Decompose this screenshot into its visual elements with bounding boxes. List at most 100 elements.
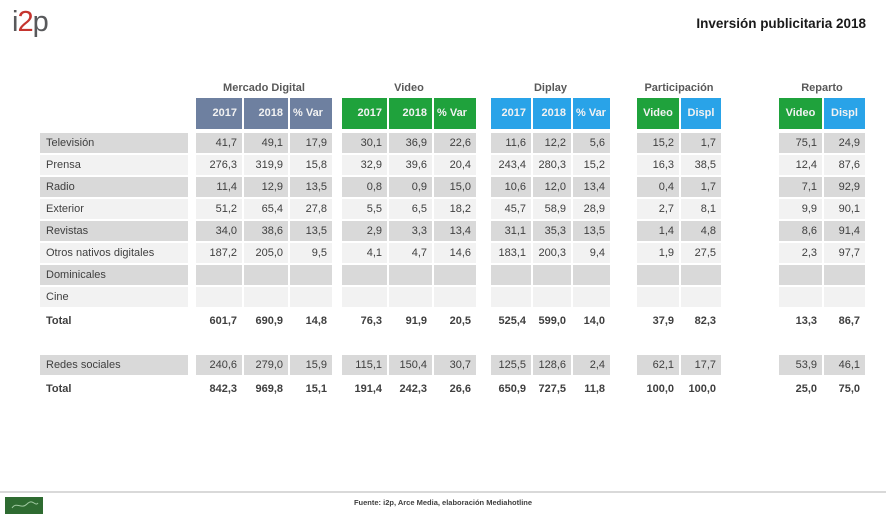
data-cell: 53,9 xyxy=(779,355,822,375)
row-label: Exterior xyxy=(40,199,188,219)
column-header-cell: 2017 xyxy=(491,98,531,129)
data-cell: 65,4 xyxy=(242,199,288,219)
data-cell: 49,1 xyxy=(242,133,288,153)
data-cell: 51,2 xyxy=(196,199,242,219)
data-cell: 41,7 xyxy=(196,133,242,153)
group-gap-spacer xyxy=(476,133,491,153)
data-cell: 4,8 xyxy=(679,221,721,241)
data-cell: 75,1 xyxy=(779,133,822,153)
column-header-cell: Video xyxy=(779,98,822,129)
data-cell: 13,4 xyxy=(432,221,476,241)
group-gap-spacer xyxy=(721,155,779,175)
data-cell: 276,3 xyxy=(196,155,242,175)
data-cell xyxy=(288,287,332,307)
label-column-spacer xyxy=(188,309,196,333)
data-cell: 1,9 xyxy=(637,243,679,263)
data-cell: 15,0 xyxy=(432,177,476,197)
group-gap-spacer xyxy=(610,81,637,98)
column-header-cell: 2018 xyxy=(531,98,571,129)
column-header-cell: % Var xyxy=(288,98,332,129)
data-cell: 12,2 xyxy=(531,133,571,153)
data-cell: 969,8 xyxy=(242,377,288,401)
data-cell: 11,4 xyxy=(196,177,242,197)
column-header-cell: 2017 xyxy=(342,98,387,129)
data-cell xyxy=(637,287,679,307)
group-gap-spacer xyxy=(610,199,637,219)
group-gap-spacer xyxy=(332,199,342,219)
data-cell: 183,1 xyxy=(491,243,531,263)
data-cell: 9,4 xyxy=(571,243,610,263)
data-cell: 13,4 xyxy=(571,177,610,197)
label-column-spacer xyxy=(40,98,196,129)
group-gap-spacer xyxy=(721,221,779,241)
group-gap-spacer xyxy=(332,98,342,129)
column-header-cell: Displ xyxy=(822,98,865,129)
group-title-row: Mercado Digital Video Diplay Participación R… xyxy=(40,81,865,98)
data-cell: 1,4 xyxy=(637,221,679,241)
data-cell: 62,1 xyxy=(637,355,679,375)
data-cell: 14,8 xyxy=(288,309,332,333)
data-cell: 279,0 xyxy=(242,355,288,375)
data-cell xyxy=(342,287,387,307)
data-cell xyxy=(822,287,865,307)
row-label: Televisión xyxy=(40,133,188,153)
group-gap-spacer xyxy=(721,243,779,263)
data-cell: 9,9 xyxy=(779,199,822,219)
data-cell xyxy=(779,287,822,307)
data-cell: 15,9 xyxy=(288,355,332,375)
data-cell: 115,1 xyxy=(342,355,387,375)
data-cell: 599,0 xyxy=(531,309,571,333)
data-cell: 11,8 xyxy=(571,377,610,401)
group-title: Reparto xyxy=(801,82,843,94)
data-cell: 8,6 xyxy=(779,221,822,241)
column-header-cell: 2017 xyxy=(196,98,242,129)
data-cell: 22,6 xyxy=(432,133,476,153)
data-cell: 842,3 xyxy=(209,383,237,395)
data-cell xyxy=(491,287,531,307)
data-cell xyxy=(387,265,432,285)
data-cell: 15,8 xyxy=(288,155,332,175)
group-gap-spacer xyxy=(476,355,491,375)
data-cell: 11,6 xyxy=(491,133,531,153)
group-gap-spacer xyxy=(476,287,491,307)
group-gap-spacer xyxy=(332,355,342,375)
group-gap-spacer xyxy=(721,355,779,375)
data-cell: 200,3 xyxy=(531,243,571,263)
group-gap-spacer xyxy=(721,265,779,285)
data-cell xyxy=(288,265,332,285)
group-title: Diplay xyxy=(533,82,567,94)
data-cell: 30,7 xyxy=(432,355,476,375)
group-gap-spacer xyxy=(332,177,342,197)
data-cell: 15,1 xyxy=(288,377,332,401)
data-cell: 76,3 xyxy=(360,315,382,327)
data-cell xyxy=(342,265,387,285)
data-cell: 100,0 xyxy=(646,383,674,395)
label-column-spacer xyxy=(188,377,196,401)
label-column-spacer xyxy=(188,199,196,219)
column-header-cell: 2018 xyxy=(242,98,288,129)
data-cell: 12,9 xyxy=(242,177,288,197)
data-cell: 2,3 xyxy=(779,243,822,263)
signature-icon xyxy=(11,501,39,509)
group-gap-spacer xyxy=(332,265,342,285)
data-cell: 46,1 xyxy=(822,355,865,375)
spacer-row xyxy=(40,337,865,355)
data-cell xyxy=(531,287,571,307)
data-cell: 13,5 xyxy=(288,177,332,197)
data-cell: 9,5 xyxy=(288,243,332,263)
data-cell: 242,3 xyxy=(387,377,432,401)
group-gap-spacer xyxy=(610,243,637,263)
data-cell: 15,2 xyxy=(637,133,679,153)
data-cell: 243,4 xyxy=(491,155,531,175)
group-gap-spacer xyxy=(476,221,491,241)
group-gap-spacer xyxy=(332,81,342,98)
column-header-cell: Video xyxy=(637,98,679,129)
group-gap-spacer xyxy=(721,177,779,197)
data-cell: 75,0 xyxy=(822,377,865,401)
label-column-spacer xyxy=(188,177,196,197)
data-cell: 3,3 xyxy=(387,221,432,241)
group-gap-spacer xyxy=(610,177,637,197)
table-row: Exterior 51,2 65,4 27,8 5,5 6,5 18,2 45,7 58,9 28… xyxy=(40,199,865,219)
table-row: Televisión 41,7 49,1 17,9 30,1 36,9 22,6 11,6 12… xyxy=(40,133,865,153)
group-gap-spacer xyxy=(476,155,491,175)
